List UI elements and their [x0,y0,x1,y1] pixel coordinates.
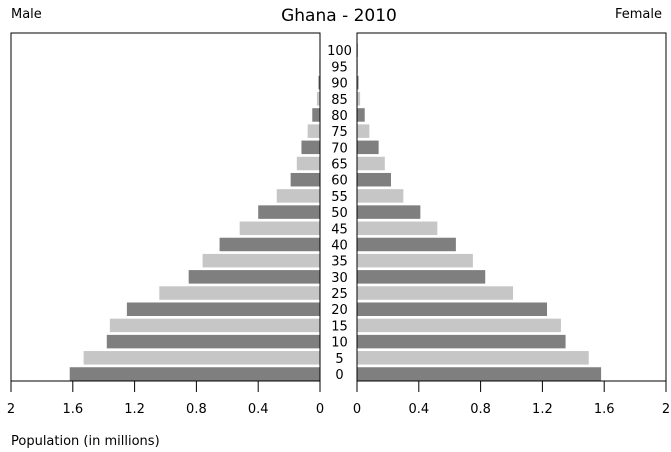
chart-title: Ghana - 2010 [281,6,397,26]
male-label: Male [11,7,42,22]
female-bar-age-50 [357,205,421,219]
x-tick-label-right: 1.2 [532,402,553,417]
age-label: 50 [331,206,348,221]
age-label: 95 [331,60,348,75]
male-bar-age-30 [188,270,320,284]
age-label: 30 [331,271,348,286]
male-bar-age-15 [109,318,320,333]
x-tick-label-left: 0.8 [186,402,207,417]
male-bar-age-55 [276,189,320,203]
female-panel-frame [356,32,667,382]
x-tick-label-right: 0 [353,402,361,417]
bars-layer [69,43,602,381]
female-bar-age-35 [357,253,473,268]
male-bar-age-85 [316,92,320,106]
male-bar-age-45 [239,221,320,236]
x-tick-label-left: 0 [316,402,324,417]
female-bar-age-80 [357,108,365,122]
female-bar-age-0 [357,367,602,381]
age-label: 10 [331,336,348,351]
male-bar-age-5 [83,351,321,365]
male-bar-age-0 [69,367,321,381]
female-bar-age-55 [357,189,404,203]
age-label: 20 [331,303,348,318]
female-bar-age-45 [357,221,438,236]
x-axis-label: Population (in millions) [11,434,160,449]
age-label: 35 [331,255,348,270]
age-label: 75 [331,125,348,140]
age-label: 90 [331,77,348,92]
female-bar-age-60 [357,172,391,187]
age-label: 5 [335,352,343,367]
x-tick-label-left: 2 [7,402,15,417]
male-bar-age-20 [126,302,320,316]
female-bar-age-75 [357,124,370,138]
female-bar-age-40 [357,237,456,252]
male-bar-age-80 [312,108,320,122]
male-bar-age-65 [296,156,320,171]
female-bar-age-30 [357,270,486,284]
female-bar-age-90 [357,75,359,90]
age-label: 55 [331,190,348,205]
male-bar-age-90 [318,75,320,90]
female-bar-age-10 [357,334,566,349]
female-bar-age-85 [357,92,361,106]
male-bar-age-70 [301,140,320,155]
age-label: 45 [331,222,348,237]
age-label: 15 [331,319,348,334]
male-bar-age-10 [106,334,320,349]
female-label: Female [615,7,662,22]
male-panel-frame [10,32,321,382]
male-bar-age-50 [258,205,320,219]
axes: 0 0 0.4 0.4 0.8 0.8 1.2 1.2 1.6 1.6 2 2 [7,32,670,417]
female-bar-age-15 [357,318,561,333]
male-bar-age-25 [159,286,320,300]
age-label: 40 [331,238,348,253]
age-label: 100 [327,44,352,59]
female-bar-age-20 [357,302,548,316]
male-bar-age-35 [202,253,320,268]
x-tick-label-left: 0.4 [248,402,269,417]
x-tick-label-right: 1.6 [594,402,615,417]
male-bar-age-75 [307,124,320,138]
female-bar-age-65 [357,156,385,171]
x-tick-label-right: 0.8 [470,402,491,417]
female-bar-age-70 [357,140,379,155]
age-label: 25 [331,287,348,302]
age-label: 65 [331,158,348,173]
x-tick-label-right: 2 [662,402,670,417]
female-bar-age-25 [357,286,514,300]
male-bar-age-60 [290,172,320,187]
x-tick-label-right: 0.4 [408,402,429,417]
age-label: 60 [331,174,348,189]
female-bar-age-5 [357,351,589,365]
male-bar-age-40 [219,237,320,252]
x-tick-label-left: 1.6 [62,402,83,417]
age-label: 85 [331,93,348,108]
age-label: 0 [335,368,343,383]
age-label: 70 [331,141,348,156]
x-tick-label-left: 1.2 [124,402,145,417]
age-label: 80 [331,109,348,124]
